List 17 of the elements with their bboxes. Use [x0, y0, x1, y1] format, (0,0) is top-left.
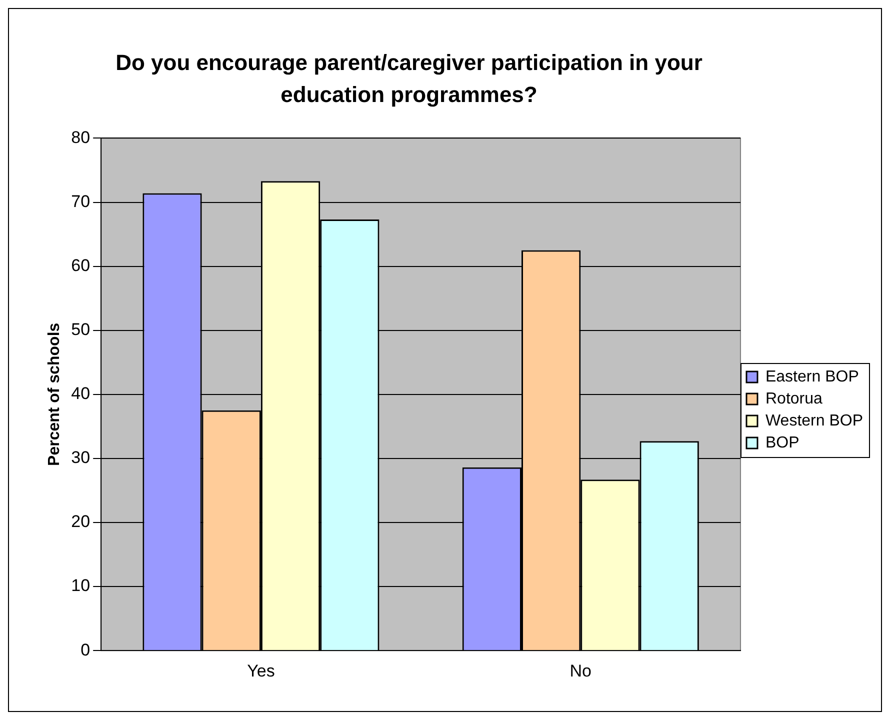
- legend-label: BOP: [765, 434, 800, 452]
- y-tick-label: 60: [71, 256, 90, 275]
- y-axis-title: Percent of schools: [46, 322, 64, 466]
- y-tick-label: 10: [71, 576, 90, 596]
- x-tick-label: Yes: [247, 661, 275, 680]
- chart-title: Do you encourage parent/caregiver participation in your education programmes?: [114, 49, 704, 109]
- y-tick-label: 50: [71, 320, 90, 340]
- y-tick-label: 30: [71, 448, 90, 468]
- x-tick-label: No: [570, 661, 592, 680]
- y-tick-label: 70: [71, 192, 90, 211]
- y-tick-label: 20: [71, 512, 90, 532]
- legend-label: Western BOP: [765, 412, 863, 430]
- y-tick-label: 40: [71, 384, 90, 404]
- y-tick-label: 0: [80, 640, 90, 660]
- legend-label: Eastern BOP: [765, 368, 859, 386]
- y-tick-label: 80: [71, 128, 90, 147]
- legend-label: Rotorua: [765, 390, 823, 408]
